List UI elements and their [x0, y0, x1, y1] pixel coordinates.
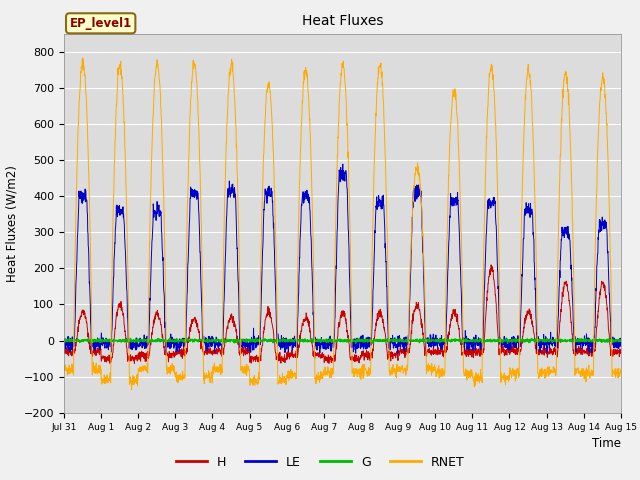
Title: Heat Fluxes: Heat Fluxes	[301, 14, 383, 28]
Y-axis label: Heat Fluxes (W/m2): Heat Fluxes (W/m2)	[5, 165, 18, 282]
Text: EP_level1: EP_level1	[70, 17, 132, 30]
X-axis label: Time: Time	[592, 437, 621, 450]
Legend: H, LE, G, RNET: H, LE, G, RNET	[170, 451, 470, 474]
